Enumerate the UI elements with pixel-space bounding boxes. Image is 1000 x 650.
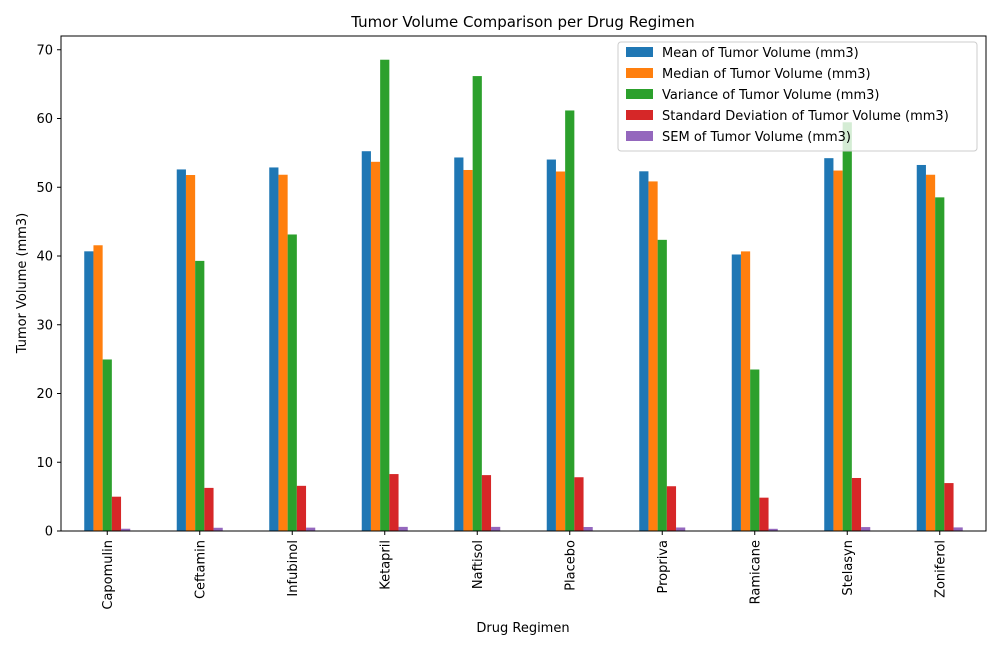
- bar-zoniferol-series-0: [916, 164, 926, 531]
- y-tick-label: 60: [36, 112, 53, 127]
- bar-ramicane-series-0: [731, 254, 741, 532]
- bar-ceftamin-series-3: [204, 487, 214, 531]
- bar-capomulin-series-1: [93, 245, 103, 531]
- bar-zoniferol-series-2: [935, 197, 945, 532]
- bar-stelasyn-series-3: [851, 477, 862, 531]
- chart-title: Tumor Volume Comparison per Drug Regimen: [350, 13, 694, 31]
- legend-box: [617, 41, 978, 152]
- y-tick-label: 20: [36, 387, 53, 402]
- x-tick-label-ketapril: Ketapril: [378, 540, 393, 590]
- bar-ketapril-series-3: [389, 474, 399, 531]
- y-axis-label: Tumor Volume (mm3): [15, 213, 30, 355]
- bar-zoniferol-series-3: [944, 483, 954, 531]
- bar-infubinol-series-0: [269, 167, 279, 531]
- legend-label-1: Median of Tumor Volume (mm3): [662, 67, 871, 82]
- bar-ketapril-series-2: [380, 59, 390, 531]
- x-tick-label-naftisol: Naftisol: [471, 540, 486, 589]
- x-tick-label-ceftamin: Ceftamin: [193, 540, 208, 599]
- bar-placebo-series-3: [574, 477, 584, 531]
- bar-stelasyn-series-2: [842, 122, 852, 531]
- plot-area: [84, 59, 963, 532]
- bar-placebo-series-2: [565, 110, 575, 532]
- bar-stelasyn-series-4: [861, 527, 871, 531]
- bar-capomulin-series-4: [121, 528, 131, 531]
- x-tick-label-propriva: Propriva: [656, 540, 671, 594]
- bar-infubinol-series-4: [306, 527, 316, 531]
- bar-ceftamin-series-0: [176, 169, 186, 531]
- bar-placebo-series-0: [546, 159, 556, 532]
- legend-label-3: Standard Deviation of Tumor Volume (mm3): [662, 109, 949, 124]
- bar-stelasyn-series-1: [833, 170, 843, 532]
- legend: Mean of Tumor Volume (mm3) Median of Tumo…: [617, 41, 978, 152]
- y-tick-label: 0: [45, 525, 53, 540]
- bar-infubinol-series-3: [296, 485, 307, 531]
- x-tick-label-zoniferol: Zoniferol: [933, 540, 948, 598]
- bar-infubinol-series-2: [287, 234, 297, 532]
- bar-placebo-series-4: [583, 527, 593, 531]
- bar-ceftamin-series-4: [213, 527, 223, 531]
- x-axis: Capomulin Ceftamin Infubinol Ketapril Naftis…: [101, 531, 948, 610]
- bar-ramicane-series-3: [759, 497, 769, 531]
- bar-propriva-series-0: [639, 171, 649, 532]
- bar-naftisol-series-4: [491, 526, 501, 532]
- bar-placebo-series-1: [555, 171, 566, 531]
- bar-capomulin-series-2: [102, 359, 112, 531]
- legend-swatch-3: [626, 110, 653, 120]
- bar-ketapril-series-1: [370, 161, 381, 531]
- legend-swatch-4: [626, 131, 653, 141]
- bar-propriva-series-3: [666, 486, 677, 531]
- bar-ramicane-series-1: [740, 251, 751, 531]
- legend-label-4: SEM of Tumor Volume (mm3): [662, 130, 851, 145]
- y-tick-label: 10: [36, 456, 53, 471]
- bar-zoniferol-series-4: [953, 527, 963, 531]
- bar-capomulin-series-3: [111, 496, 122, 531]
- bar-zoniferol-series-1: [925, 174, 936, 532]
- bar-infubinol-series-1: [278, 174, 288, 532]
- y-axis: 0 10 20 30 40 50 60 70: [36, 43, 61, 540]
- y-tick-label: 70: [36, 43, 53, 58]
- bar-naftisol-series-1: [463, 169, 473, 532]
- legend-swatch-2: [626, 89, 653, 99]
- x-tick-label-ramicane: Ramicane: [748, 540, 763, 604]
- bar-ketapril-series-0: [361, 151, 371, 531]
- y-tick-label: 40: [36, 250, 53, 265]
- bar-stelasyn-series-0: [824, 158, 834, 532]
- bar-capomulin-series-0: [84, 251, 94, 531]
- legend-label-2: Variance of Tumor Volume (mm3): [662, 88, 879, 103]
- x-tick-label-placebo: Placebo: [563, 540, 578, 591]
- y-tick-label: 30: [36, 318, 53, 333]
- legend-swatch-1: [626, 68, 653, 78]
- bar-propriva-series-2: [657, 239, 667, 531]
- legend-swatch-0: [626, 47, 653, 57]
- bar-naftisol-series-0: [454, 157, 464, 532]
- bar-ketapril-series-4: [398, 526, 408, 532]
- x-tick-label-infubinol: Infubinol: [286, 540, 301, 597]
- bar-naftisol-series-3: [481, 475, 492, 531]
- bar-propriva-series-4: [676, 527, 686, 531]
- x-axis-label: Drug Regimen: [476, 621, 569, 636]
- x-tick-label-capomulin: Capomulin: [101, 540, 116, 610]
- bar-naftisol-series-2: [472, 76, 482, 531]
- legend-label-0: Mean of Tumor Volume (mm3): [662, 46, 859, 61]
- bar-ramicane-series-2: [750, 369, 760, 531]
- plot-frame: [60, 35, 987, 532]
- y-tick-label: 50: [36, 181, 53, 196]
- bar-ceftamin-series-1: [185, 175, 196, 531]
- bar-ceftamin-series-2: [195, 260, 205, 531]
- bar-ramicane-series-4: [768, 528, 778, 531]
- x-tick-label-stelasyn: Stelasyn: [841, 540, 856, 596]
- bar-propriva-series-1: [648, 181, 658, 531]
